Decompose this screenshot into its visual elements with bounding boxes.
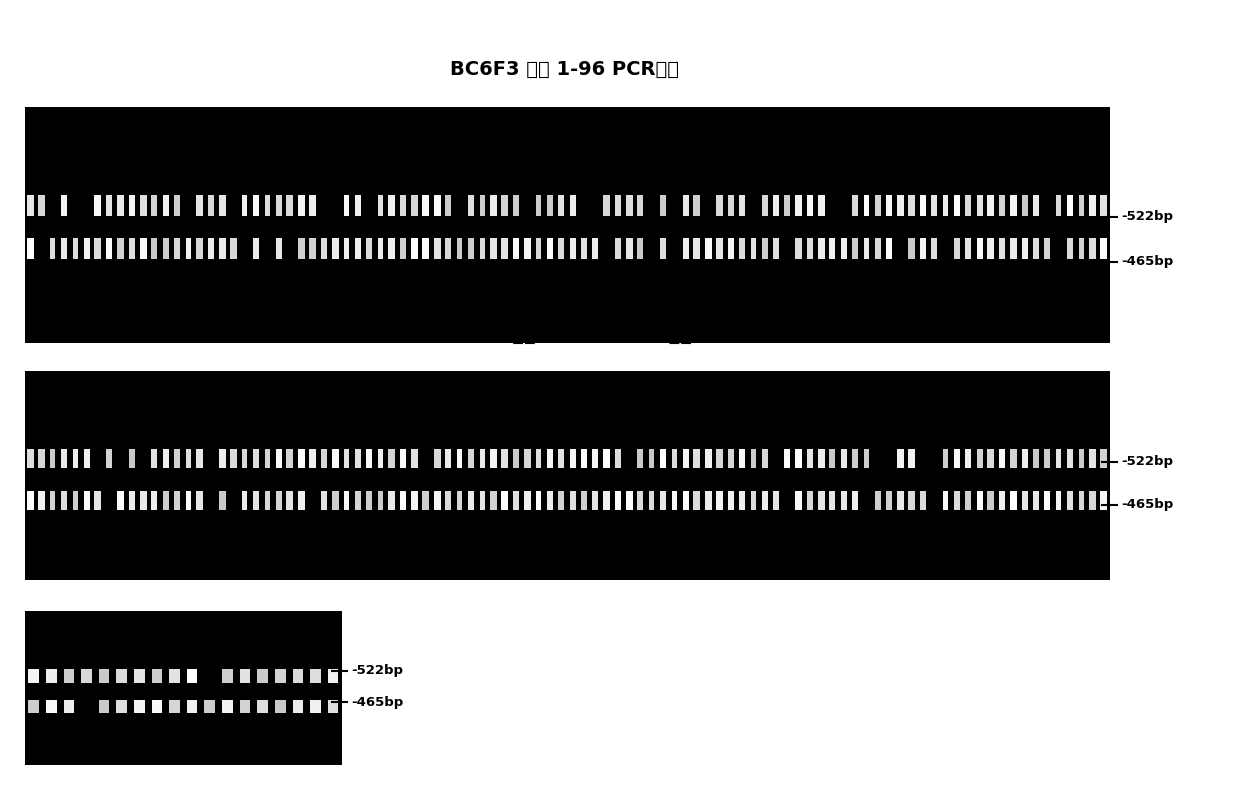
Text: -522bp: -522bp (1121, 211, 1173, 223)
Text: -465bp: -465bp (1121, 256, 1173, 268)
Text: BC6F3 样品 193-210 PCR产物: BC6F3 样品 193-210 PCR产物 (174, 563, 422, 581)
Text: BC6F3 样品 1-96 PCR产物: BC6F3 样品 1-96 PCR产物 (450, 60, 678, 79)
Text: -465bp: -465bp (1121, 499, 1173, 511)
Text: -522bp: -522bp (351, 664, 403, 677)
Text: BC6F3 样品 97-192 PCR产物: BC6F3 样品 97-192 PCR产物 (436, 326, 692, 345)
Text: -522bp: -522bp (1121, 455, 1173, 468)
Text: -465bp: -465bp (351, 696, 403, 709)
